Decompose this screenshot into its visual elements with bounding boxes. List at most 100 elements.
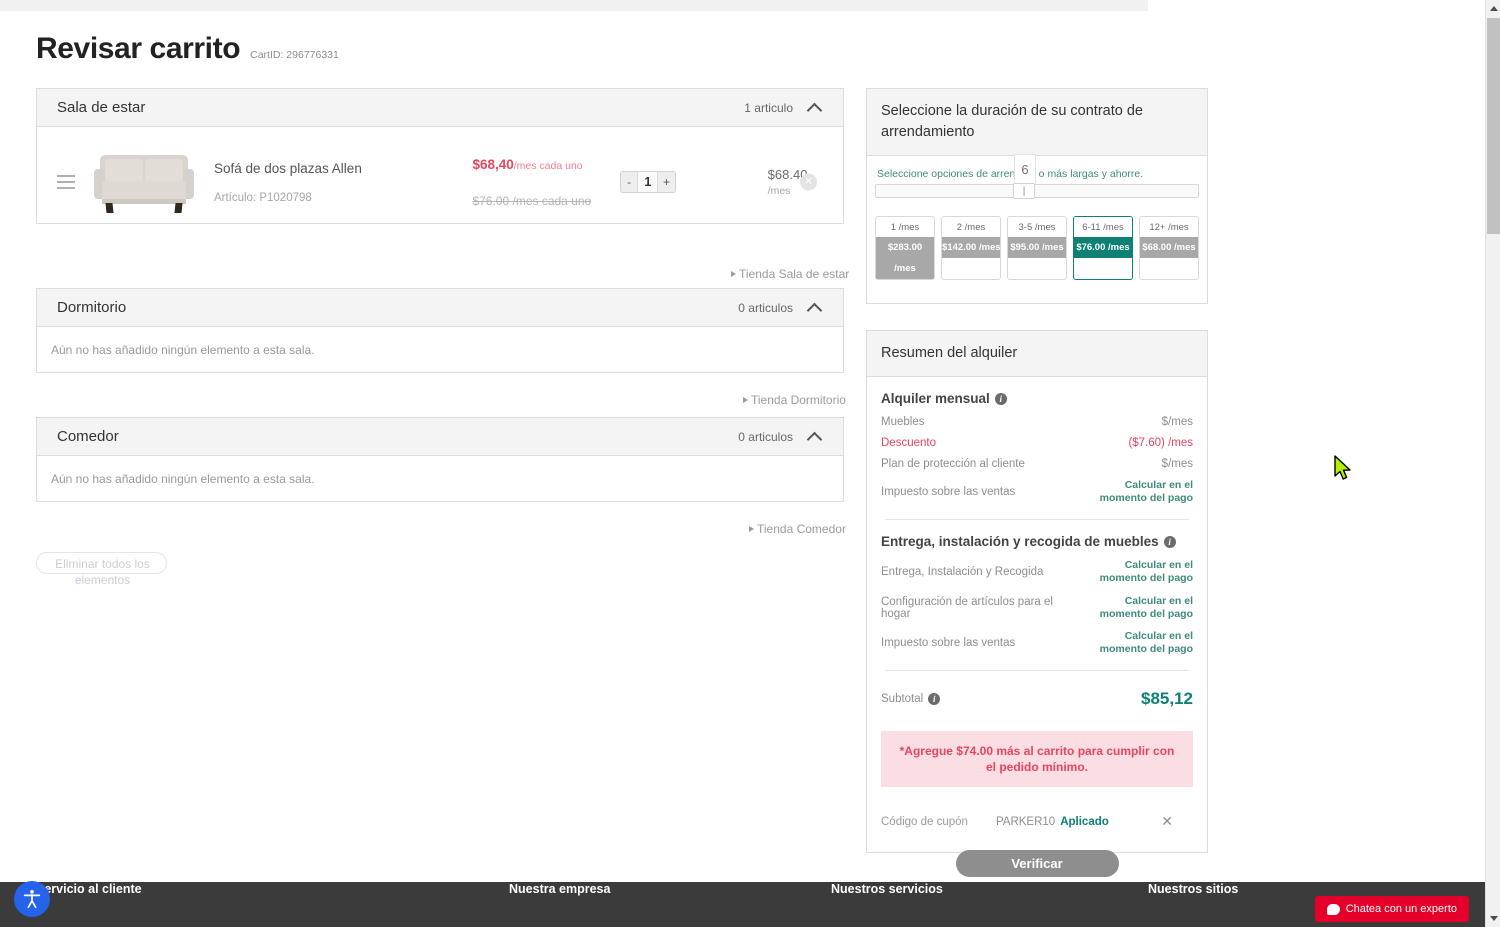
room-card-comedor: Comedor 0 articulos Aún no has añadido n… bbox=[36, 417, 844, 502]
subtotal-value: $85,12 bbox=[1141, 689, 1193, 709]
lease-tile-3-5-mes[interactable]: 3-5 /mes $95.00 /mes bbox=[1007, 216, 1067, 281]
summary-row-label: Entrega, Instalación y Recogida bbox=[881, 566, 1044, 579]
chevron-up-icon[interactable] bbox=[807, 300, 823, 316]
lease-tile-6-11-mes[interactable]: 6-11 /mes $76.00 /mes bbox=[1073, 216, 1133, 281]
shop-link-label: Tienda Dormitorio bbox=[751, 393, 846, 407]
triangle-right-icon bbox=[731, 271, 736, 277]
lease-tile-amount: $283.00 bbox=[876, 237, 934, 259]
summary-divider bbox=[885, 670, 1189, 672]
lease-tile-12-plus-mes[interactable]: 12+ /mes $68.00 /mes bbox=[1139, 216, 1199, 281]
delivery-label: Entrega, instalación y recogida de muebl… bbox=[881, 534, 1159, 550]
product-price-amount: $68,40 bbox=[472, 156, 514, 172]
info-icon[interactable]: i bbox=[928, 693, 941, 706]
minimum-order-warning: *Agregue $74.00 más al carrito para cump… bbox=[881, 731, 1193, 788]
summary-row-value: $/mes bbox=[1161, 416, 1193, 429]
quantity-value: 1 bbox=[637, 172, 659, 192]
summary-row-label: Muebles bbox=[881, 416, 925, 429]
lease-tile-amount: $76.00 /mes bbox=[1074, 237, 1132, 259]
info-icon[interactable]: i bbox=[994, 392, 1007, 405]
lease-tile-amount: $68.00 /mes bbox=[1140, 237, 1198, 259]
cart-item-row: Sofá de dos plazas Allen Artículo: P1020… bbox=[37, 127, 843, 237]
footer-column-heading-servicio[interactable]: Servicio al cliente bbox=[36, 882, 142, 896]
top-strip-left bbox=[0, 0, 1148, 11]
chevron-up-icon[interactable] bbox=[807, 429, 823, 445]
rental-summary-body: Alquiler mensual i Muebles $/mes Descuen… bbox=[867, 377, 1207, 917]
lease-tile-spacer bbox=[942, 258, 1000, 279]
product-info: Sofá de dos plazas Allen Artículo: P1020… bbox=[214, 161, 472, 204]
lease-slider[interactable]: 6 | bbox=[867, 154, 1207, 206]
info-icon[interactable]: i bbox=[1163, 535, 1176, 548]
scroll-up-arrow-icon[interactable] bbox=[1486, 0, 1500, 17]
shop-link-sala-de-estar[interactable]: Tienda Sala de estar bbox=[731, 267, 849, 281]
summary-row-impuesto-mensual: Impuesto sobre las ventas Calcular en el… bbox=[881, 479, 1193, 505]
lease-tile-amount: $142.00 /mes bbox=[942, 237, 1000, 259]
lease-tile-1-mes[interactable]: 1 /mes $283.00 /mes bbox=[875, 216, 935, 281]
shop-link-label: Tienda Sala de estar bbox=[739, 267, 850, 281]
coupon-remove-icon[interactable]: ✕ bbox=[1161, 813, 1173, 830]
product-price-current: $68,40/mes cada uno bbox=[472, 157, 616, 172]
scroll-down-arrow-icon[interactable] bbox=[1486, 910, 1500, 927]
line-total-amount: $68.40 bbox=[767, 167, 808, 182]
accessibility-icon[interactable] bbox=[14, 881, 50, 917]
monthly-rent-label: Alquiler mensual bbox=[881, 391, 990, 407]
remove-item-icon[interactable]: ✕ bbox=[800, 173, 817, 191]
clear-all-items-button[interactable]: Eliminar todos los elementos bbox=[36, 552, 167, 587]
lease-duration-card: Seleccione la duración de su contrato de… bbox=[866, 88, 1208, 304]
cart-id-label: CartID: 296776331 bbox=[250, 49, 339, 61]
vertical-scrollbar[interactable] bbox=[1485, 0, 1500, 927]
lease-tile-term: 12+ /mes bbox=[1140, 217, 1198, 238]
lease-tile-term: 3-5 /mes bbox=[1008, 217, 1066, 238]
summary-row-muebles: Muebles $/mes bbox=[881, 416, 1193, 428]
lease-tile-2-mes[interactable]: 2 /mes $142.00 /mes bbox=[941, 216, 1001, 281]
summary-row-plan-proteccion: Plan de protección al cliente $/mes bbox=[881, 458, 1193, 470]
shop-link-dormitorio[interactable]: Tienda Dormitorio bbox=[743, 393, 846, 407]
summary-divider bbox=[885, 519, 1189, 521]
footer-column-heading-sitios[interactable]: Nuestros sitios bbox=[1148, 882, 1239, 896]
room-item-count: 0 articulos bbox=[738, 429, 793, 444]
room-header-dormitorio[interactable]: Dormitorio 0 articulos bbox=[37, 289, 843, 327]
coupon-label: Código de cupón bbox=[881, 815, 968, 828]
subtotal-label: Subtotal bbox=[881, 693, 924, 706]
product-name[interactable]: Sofá de dos plazas Allen bbox=[213, 160, 362, 176]
subtotal-row: Subtotal i $85,12 bbox=[881, 689, 1193, 709]
quantity-decrease-button[interactable]: - bbox=[621, 172, 638, 192]
lease-slider-thumb[interactable]: | bbox=[1013, 183, 1035, 200]
summary-row-label: Descuento bbox=[881, 437, 936, 450]
summary-row-descuento: Descuento ($7.60) /mes bbox=[881, 437, 1193, 449]
product-line-total: $68.40 /mes bbox=[768, 167, 831, 197]
lease-tile-term: 1 /mes bbox=[876, 217, 934, 238]
chevron-up-icon[interactable] bbox=[807, 100, 823, 116]
quantity-stepper[interactable]: - 1 + bbox=[620, 171, 676, 193]
lease-hint-text: Seleccione opciones de arrendam o más la… bbox=[877, 168, 1144, 181]
top-strip-right bbox=[1148, 0, 1500, 11]
page-content: Revisar carrito CartID: 296776331 Sala d… bbox=[0, 12, 1485, 927]
coupon-row: Código de cupón PARKER10 Aplicado ✕ bbox=[881, 813, 1193, 830]
chat-with-expert-button[interactable]: Chatea con un experto bbox=[1314, 896, 1469, 922]
product-sku: Artículo: P1020798 bbox=[213, 191, 312, 204]
summary-row-label: Configuración de artículos para el hogar bbox=[881, 595, 1053, 620]
footer-column-heading-empresa[interactable]: Nuestra empresa bbox=[509, 882, 611, 896]
summary-row-value: Calcular en el momento del pago bbox=[1099, 594, 1193, 620]
room-title: Sala de estar bbox=[57, 99, 146, 116]
monthly-rent-heading: Alquiler mensual i bbox=[881, 391, 1193, 406]
room-title: Dormitorio bbox=[57, 299, 127, 316]
lease-slider-track[interactable] bbox=[875, 184, 1199, 199]
room-item-count: 1 articulo bbox=[744, 100, 793, 115]
clear-all-items-label: Eliminar todos los elementos bbox=[55, 557, 150, 587]
scrollbar-thumb[interactable] bbox=[1487, 18, 1500, 234]
lease-tile-amount: $95.00 /mes bbox=[1008, 237, 1066, 259]
summary-row-configuracion: Configuración de artículos para el hogar… bbox=[881, 595, 1193, 621]
checkout-button[interactable]: Verificar bbox=[955, 850, 1119, 878]
product-image-sofa bbox=[84, 139, 204, 225]
coupon-code: PARKER10 bbox=[995, 815, 1056, 828]
summary-row-value: ($7.60) /mes bbox=[1128, 437, 1193, 450]
browser-top-strip bbox=[0, 0, 1500, 12]
page-title: Revisar carrito bbox=[36, 32, 241, 65]
room-header-sala-de-estar[interactable]: Sala de estar 1 articulo bbox=[37, 89, 843, 127]
drag-handle-icon[interactable] bbox=[57, 175, 80, 189]
footer-column-heading-servicios[interactable]: Nuestros servicios bbox=[831, 882, 943, 896]
chat-bubble-icon bbox=[1326, 903, 1340, 915]
room-header-comedor[interactable]: Comedor 0 articulos bbox=[37, 418, 843, 456]
quantity-increase-button[interactable]: + bbox=[658, 172, 675, 192]
shop-link-comedor[interactable]: Tienda Comedor bbox=[749, 522, 846, 536]
